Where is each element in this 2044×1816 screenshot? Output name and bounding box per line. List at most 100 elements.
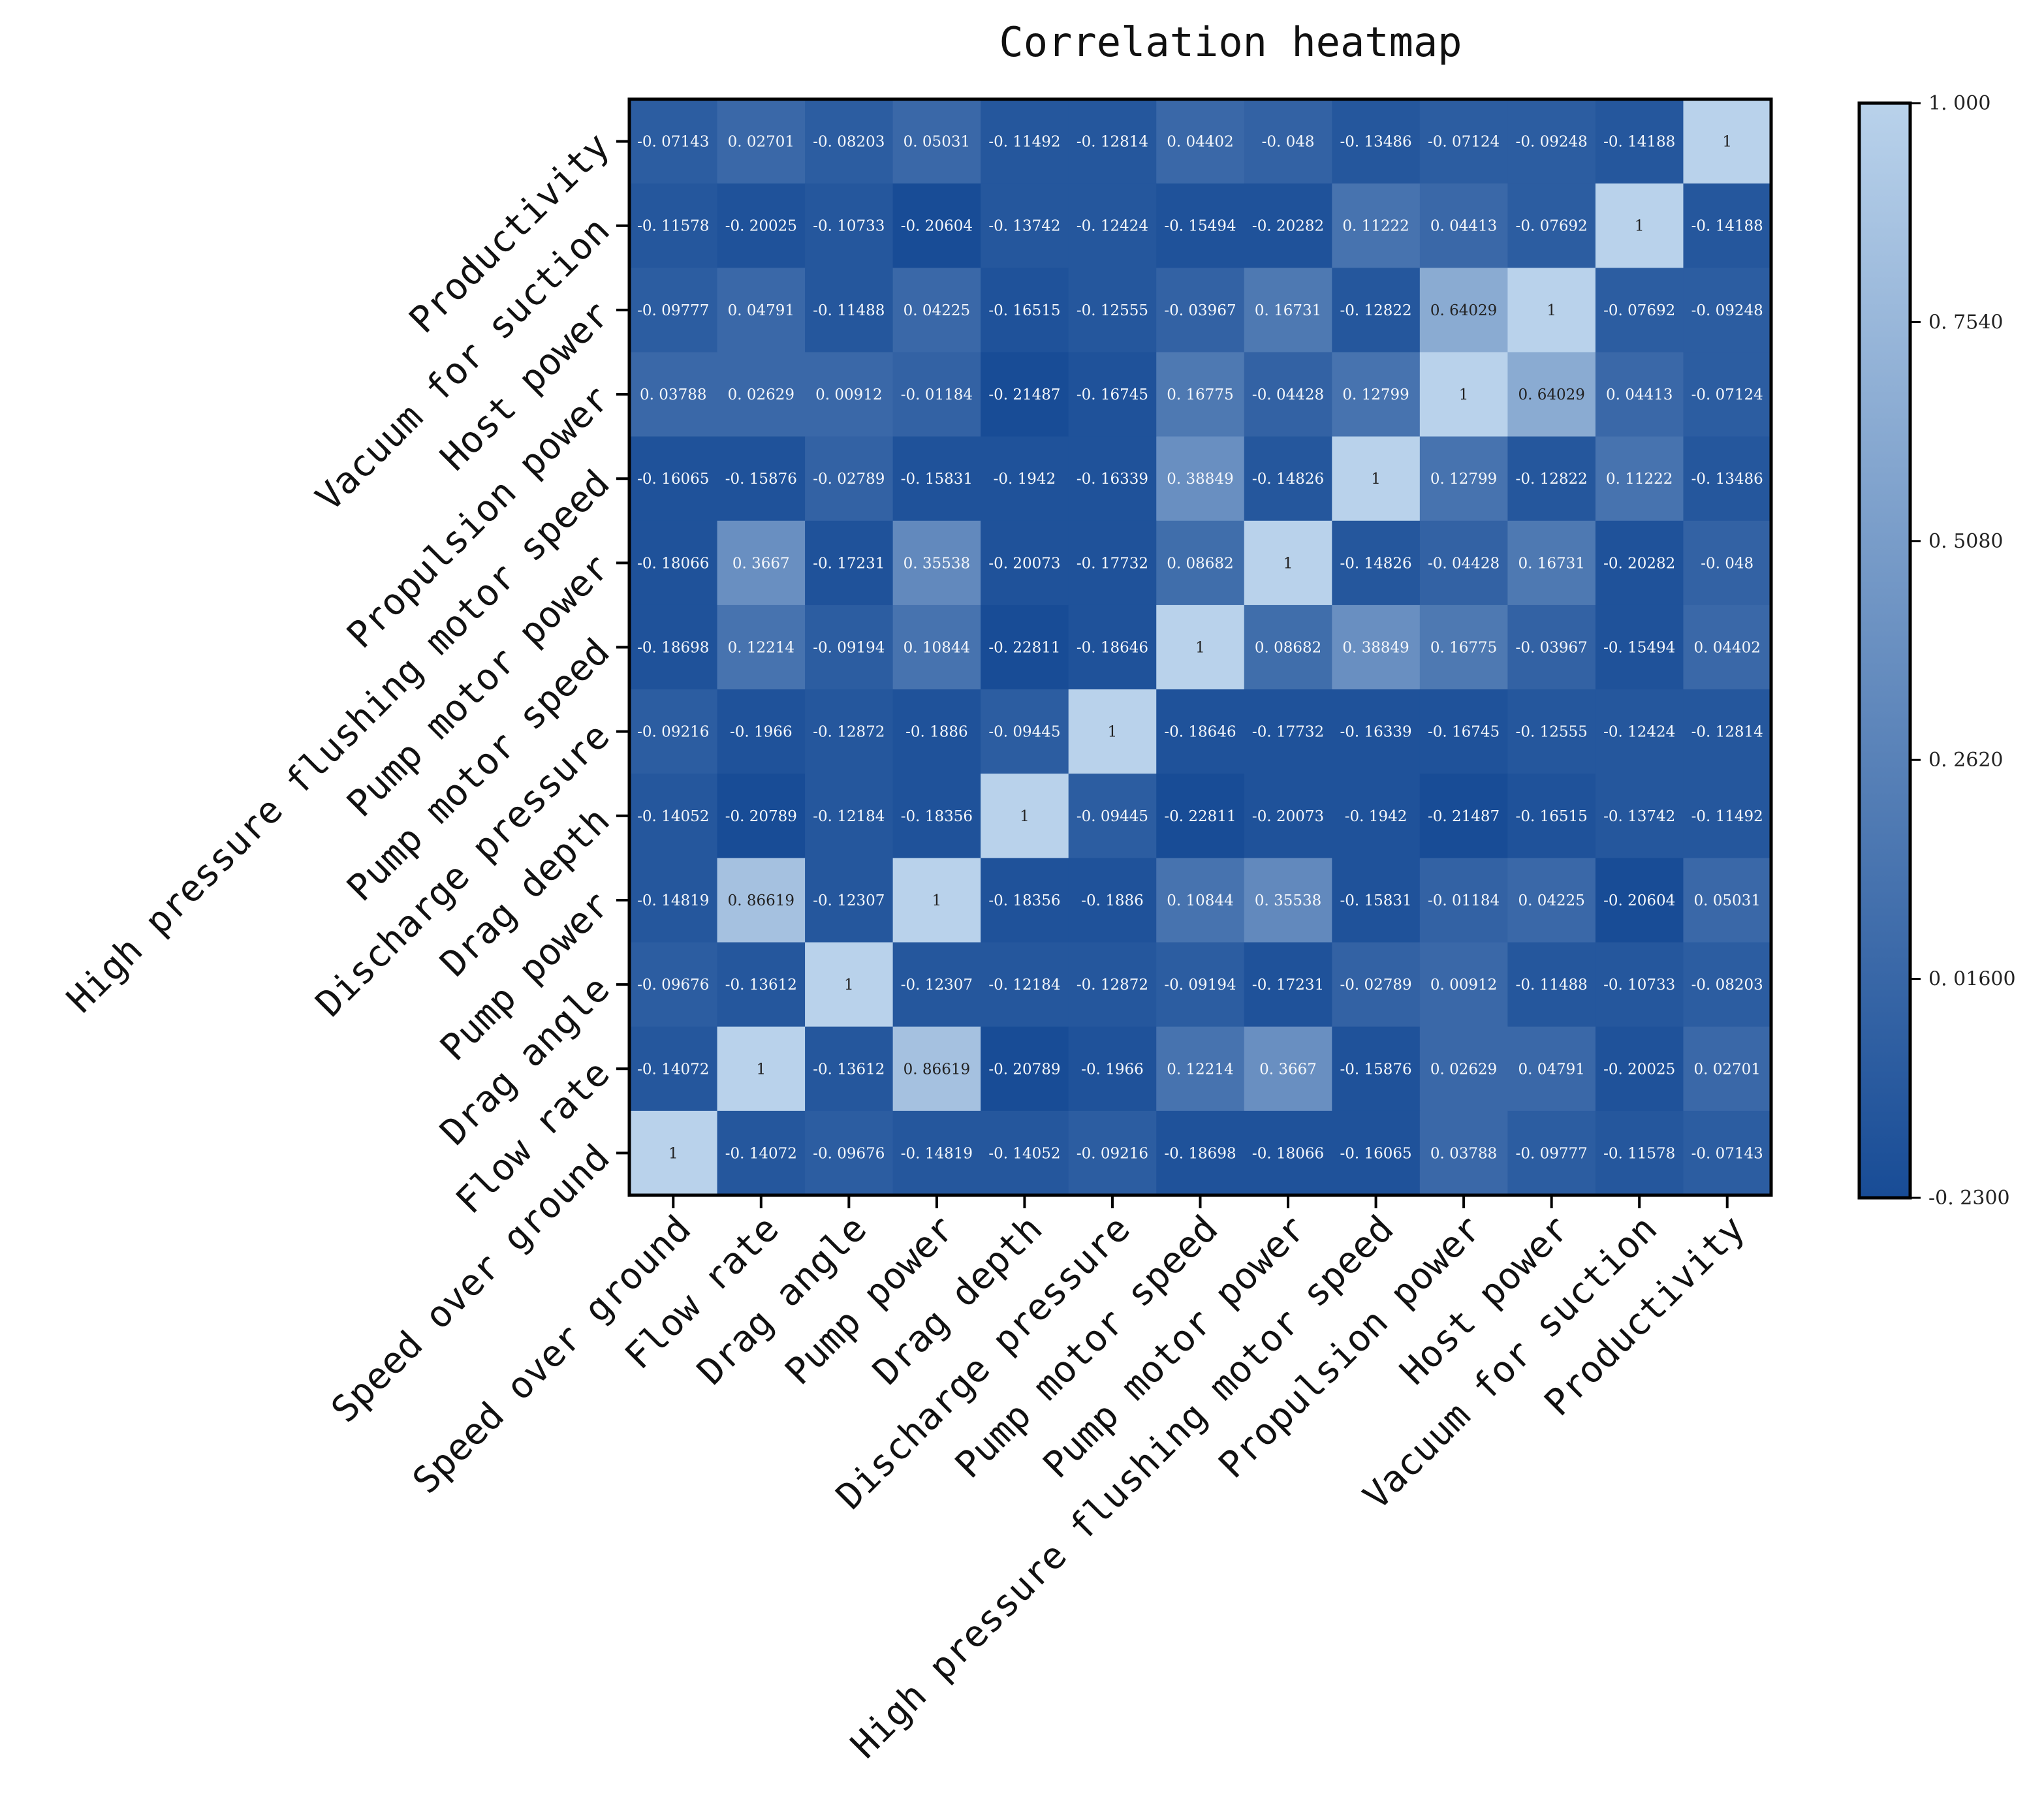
heatmap-cell [981, 858, 1069, 943]
cell-value-label: 0. 04225 [1518, 892, 1584, 909]
cell-value-label: 1 [844, 977, 854, 994]
heatmap-cell [629, 689, 718, 774]
heatmap-cell [1068, 604, 1157, 690]
heatmap-cell [1332, 942, 1421, 1027]
colorbar-gradient [1857, 101, 1912, 1200]
heatmap-cell [629, 774, 718, 858]
heatmap-cell [1419, 268, 1508, 353]
heatmap-cell [892, 436, 981, 522]
cell-value-label: 0. 04791 [1518, 1061, 1584, 1078]
heatmap-cell [629, 352, 718, 437]
cell-value-label: -0. 07143 [637, 134, 709, 151]
cell-value-label: -0. 11578 [1603, 1145, 1675, 1162]
cell-value-label: -0. 13612 [813, 1061, 885, 1078]
cell-value-label: 1 [1722, 134, 1732, 151]
cell-value-label: -0. 10733 [813, 218, 885, 235]
cell-value-label: 0. 35538 [904, 555, 970, 572]
cell-value-label: -0. 1966 [1081, 1061, 1144, 1078]
cell-value-label: -0. 18646 [1077, 640, 1148, 657]
cell-value-label: -0. 18698 [637, 640, 709, 657]
cell-value-label: 0. 12214 [1167, 1061, 1233, 1078]
heatmap-cell [1507, 268, 1596, 353]
cell-value-label: 0. 64029 [1518, 386, 1584, 403]
heatmap-cell [1332, 858, 1421, 943]
heatmap-cell [805, 99, 894, 184]
cell-value-label: -0. 14188 [1691, 218, 1763, 235]
cell-value-label: -0. 1966 [730, 724, 793, 741]
cell-value-label: 1 [668, 1145, 678, 1162]
heatmap-cell [717, 1026, 806, 1112]
cell-value-label: -0. 09445 [1077, 808, 1148, 825]
heatmap-cell [1595, 858, 1684, 943]
heatmap-cell [629, 858, 718, 943]
cell-value-label: 0. 02701 [728, 134, 794, 151]
cell-value-label: 1 [1547, 302, 1556, 319]
heatmap-cell [805, 689, 894, 774]
heatmap-cell [805, 942, 894, 1027]
cell-value-label: -0. 12424 [1603, 724, 1675, 741]
cell-value-label: -0. 20789 [988, 1061, 1060, 1078]
heatmap-cell [1068, 183, 1157, 268]
heatmap-cell [981, 604, 1069, 690]
cell-value-label: -0. 15831 [901, 471, 973, 488]
cell-value-label: -0. 07692 [1516, 218, 1588, 235]
heatmap-cell [892, 1110, 981, 1196]
cell-value-label: -0. 20604 [901, 218, 973, 235]
heatmap-cell-labels: -0. 07143 0. 02701 -0. 08203 0. 05031 -0. 11… [637, 134, 1763, 1163]
heatmap-cell [892, 858, 981, 943]
heatmap-cell [1507, 352, 1596, 437]
cell-value-label: -0. 048 [1262, 134, 1315, 151]
cell-value-label: -0. 12184 [988, 977, 1060, 994]
heatmap-cell [1595, 436, 1684, 522]
cell-value-label: 0. 05031 [904, 134, 970, 151]
cell-value-label: -0. 18066 [1252, 1145, 1324, 1162]
cell-value-label: 0. 04225 [904, 302, 970, 319]
cell-value-label: -0. 20025 [725, 218, 797, 235]
cell-value-label: -0. 09445 [988, 724, 1060, 741]
cell-value-label: -0. 14052 [637, 808, 709, 825]
heatmap-cell [1683, 942, 1772, 1027]
cell-value-label: -0. 07124 [1691, 386, 1763, 403]
cell-value-label: 0. 38849 [1167, 471, 1233, 488]
cell-value-label: 1 [1283, 555, 1293, 572]
cell-value-label: -0. 12424 [1077, 218, 1148, 235]
heatmap-cell [981, 352, 1069, 437]
heatmap-cell [1595, 689, 1684, 774]
heatmap-cell [1507, 183, 1596, 268]
chart-title: Correlation heatmap [999, 18, 1462, 66]
heatmap-cell [1332, 1110, 1421, 1196]
heatmap-cell [1332, 1026, 1421, 1112]
heatmap-cells [629, 99, 1772, 1196]
heatmap-cell [1156, 689, 1245, 774]
heatmap-cell [1068, 689, 1157, 774]
heatmap-cell [629, 99, 718, 184]
heatmap-cell [1332, 183, 1421, 268]
heatmap-cell [1419, 858, 1508, 943]
heatmap-cell [1683, 268, 1772, 353]
cell-value-label: -0. 20025 [1603, 1061, 1675, 1078]
cell-value-label: -0. 09194 [1164, 977, 1236, 994]
heatmap-cell [1683, 1026, 1772, 1112]
heatmap-cell [1419, 183, 1508, 268]
heatmap-cell [1244, 604, 1332, 690]
cell-value-label: -0. 1942 [994, 471, 1056, 488]
heatmap-cell [1683, 774, 1772, 858]
heatmap-cell [892, 1026, 981, 1112]
cell-value-label: -0. 22811 [988, 640, 1060, 657]
colorbar-tick-label: 1. 000 [1928, 92, 1990, 115]
heatmap-cell [1683, 858, 1772, 943]
heatmap-cell [629, 942, 718, 1027]
cell-value-label: -0. 13742 [988, 218, 1060, 235]
heatmap-cell [1595, 268, 1684, 353]
cell-value-label: -0. 14072 [725, 1145, 797, 1162]
cell-value-label: 1 [756, 1061, 766, 1078]
cell-value-label: -0. 18066 [637, 555, 709, 572]
heatmap-cell [1595, 520, 1684, 606]
heatmap-cell [1156, 1026, 1245, 1112]
cell-value-label: 1 [1371, 471, 1381, 488]
heatmap-cell [629, 1110, 718, 1196]
cell-value-label: -0. 20073 [1252, 808, 1324, 825]
cell-value-label: 0. 04413 [1430, 218, 1497, 235]
heatmap-cell [1419, 942, 1508, 1027]
